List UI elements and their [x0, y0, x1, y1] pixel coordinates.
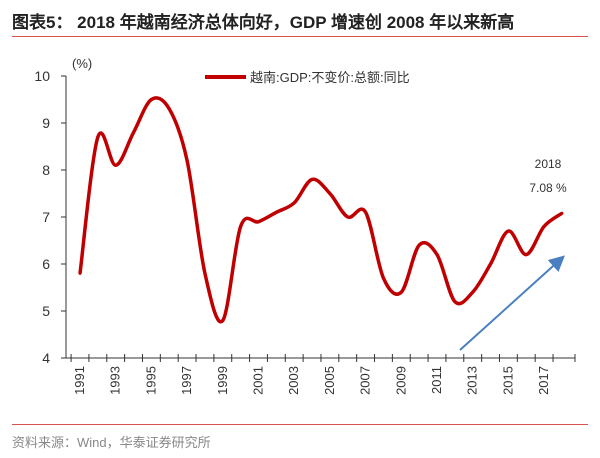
- y-tick-label: 5: [42, 303, 50, 319]
- data-point: [506, 229, 510, 233]
- x-tick-label: 1997: [179, 366, 194, 395]
- data-point: [221, 318, 225, 322]
- x-tick-label: 1999: [215, 366, 230, 395]
- data-point: [149, 98, 153, 101]
- data-point: [542, 224, 546, 228]
- gdp-growth-line: [78, 96, 563, 324]
- x-tick-label: 1991: [72, 366, 87, 395]
- data-point: [257, 220, 260, 224]
- data-point: [417, 243, 421, 247]
- data-point: [399, 290, 403, 294]
- data-point: [114, 163, 118, 167]
- y-tick-label: 9: [42, 115, 50, 131]
- x-tick-label: 2013: [465, 366, 480, 395]
- x-tick-label: 2015: [500, 366, 515, 395]
- y-tick-label: 4: [42, 350, 50, 366]
- data-point: [381, 276, 385, 280]
- x-tick-label: 2003: [286, 366, 301, 395]
- data-point: [203, 271, 207, 275]
- data-point: [185, 159, 189, 163]
- x-tick-label: 2011: [429, 366, 444, 394]
- data-point: [524, 253, 528, 257]
- data-point: [132, 130, 136, 134]
- y-tick-label: 10: [34, 68, 50, 84]
- data-point: [453, 300, 457, 304]
- data-point: [78, 271, 82, 275]
- figure-title: 图表5： 2018 年越南经济总体向好，GDP 增速创 2008 年以来新高: [12, 13, 515, 32]
- x-tick-label: 2001: [251, 366, 266, 395]
- y-tick-label: 6: [42, 256, 50, 272]
- title-divider: [12, 36, 588, 37]
- data-point: [471, 290, 475, 294]
- data-point: [489, 262, 493, 266]
- data-point: [310, 177, 314, 181]
- data-point: [292, 201, 296, 205]
- x-tick-label: 1993: [108, 366, 123, 395]
- data-point: [346, 215, 350, 219]
- data-point: [328, 192, 332, 195]
- x-tick-label: 2017: [536, 366, 551, 395]
- source-note: 资料来源：Wind，华泰证券研究所: [12, 435, 211, 450]
- data-point: [96, 135, 100, 139]
- data-point: [560, 211, 564, 215]
- annotation-year: 2018: [535, 157, 562, 171]
- x-tick-label: 2005: [322, 366, 337, 395]
- data-point: [364, 210, 368, 214]
- data-point: [167, 107, 171, 111]
- trend-arrow: [459, 255, 565, 351]
- x-tick-label: 1995: [143, 366, 158, 395]
- data-point: [274, 210, 278, 214]
- x-tick-label: 2007: [358, 366, 373, 395]
- legend: 越南:GDP:不变价:总额:同比: [205, 70, 410, 85]
- annotation-value: 7.08 %: [529, 181, 567, 195]
- footer-divider: [12, 424, 588, 425]
- y-axis-label: (%): [72, 56, 92, 71]
- data-point: [239, 224, 243, 228]
- y-tick-label: 7: [42, 209, 50, 225]
- x-tick-label: 2009: [393, 366, 408, 395]
- y-tick-label: 8: [42, 162, 50, 178]
- data-point: [435, 253, 439, 257]
- legend-label: 越南:GDP:不变价:总额:同比: [250, 70, 410, 85]
